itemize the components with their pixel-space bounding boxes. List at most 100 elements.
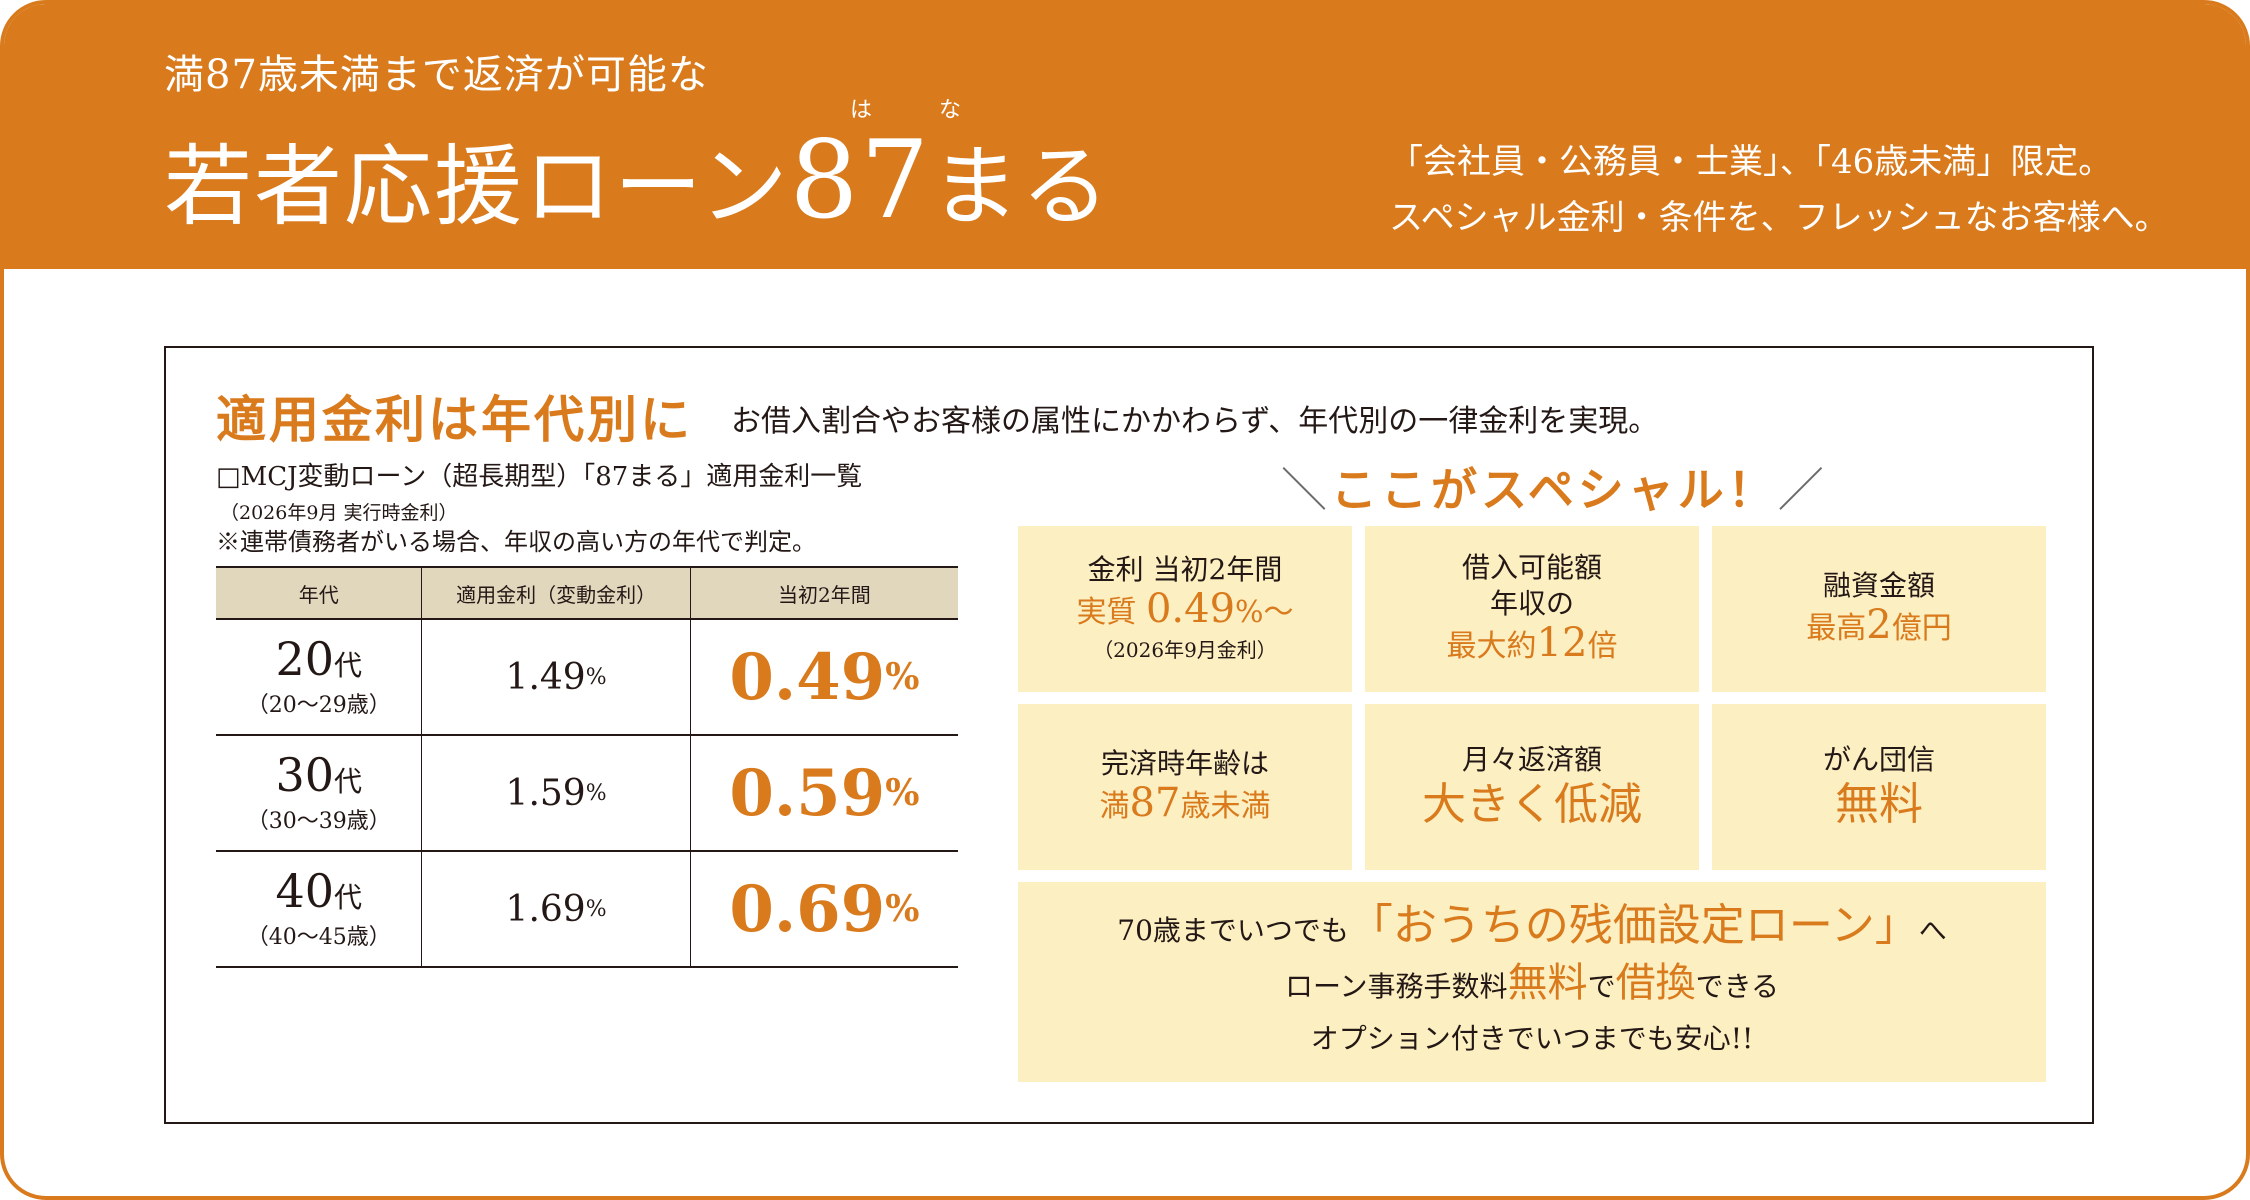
variable-rate: 1.59 (505, 772, 586, 814)
age-number: 40 (275, 863, 334, 918)
rate-table: 年代 適用金利（変動金利） 当初2年間 20代 （20〜29歳） 1.49% 0… (216, 566, 958, 968)
feature-label: 借入可能額 (1461, 551, 1602, 584)
feature-box-rate: 金利 当初2年間 実質 0.49%〜 （2026年9月金利） (1018, 526, 1352, 692)
initial-rate-cell: 0.49% (691, 620, 958, 734)
feature-suffix: %〜 (1235, 595, 1294, 630)
feature-suffix: 億円 (1891, 611, 1952, 646)
joint-debtor-note: ※連帯債務者がいる場合、年収の高い方の年代で判定。 (216, 528, 816, 556)
percent-sign: % (585, 664, 607, 690)
rate-date-note: （2026年9月 実行時金利） (220, 502, 458, 524)
refinance-text: で (1587, 969, 1616, 1003)
refinance-line-2: ローン事務手数料無料で借換できる (1285, 957, 1779, 1013)
content-panel: 適用金利は年代別に お借入割合やお客様の属性にかかわらず、年代別の一律金利を実現… (164, 346, 2094, 1124)
age-unit: 代 (333, 648, 362, 682)
age-cell: 30代 （30〜39歳） (216, 736, 423, 850)
feature-prefix: 満 (1099, 789, 1130, 824)
feature-label: 年収の (1489, 587, 1574, 620)
variable-rate: 1.49 (505, 656, 586, 698)
initial-rate-cell: 0.59% (691, 736, 958, 850)
feature-number: 12 (1536, 620, 1588, 666)
feature-label: 月々返済額 (1461, 743, 1602, 776)
pre-title: 満87歳未満まで返済が可能な (164, 52, 709, 98)
title-number: 87 (789, 118, 932, 243)
feature-box-cancer: がん団信 無料 (1712, 704, 2046, 870)
age-range: （20〜29歳） (246, 692, 391, 718)
refinance-highlight: 「おうちの残価設定ローン」 (1348, 899, 1919, 951)
feature-value: 実質 0.49%〜 (1076, 588, 1293, 634)
header-initial-rate: 当初2年間 (777, 582, 871, 607)
special-features-grid: 金利 当初2年間 実質 0.49%〜 （2026年9月金利） 借入可能額 年収の… (1018, 526, 2046, 1082)
feature-box-borrow: 借入可能額 年収の 最大約12倍 (1365, 526, 1699, 692)
percent-sign: % (885, 656, 920, 698)
feature-prefix: 実質 (1076, 595, 1146, 630)
tagline-line-2: スペシャル金利・条件を、フレッシュなお客様へ。 (1389, 198, 2169, 238)
age-range: （40〜45歳） (246, 924, 391, 950)
feature-value: 最大約12倍 (1447, 622, 1618, 668)
ruby-ha: は (850, 98, 873, 123)
age-cell: 20代 （20〜29歳） (216, 620, 423, 734)
table-row: 30代 （30〜39歳） 1.59% 0.59% (216, 736, 958, 852)
special-heading: ＼ここがスペシャル！／ (1281, 454, 1828, 520)
refinance-line-1: 70歳までいつでも「おうちの残価設定ローン」へ (1117, 900, 1946, 957)
initial-rate: 0.49 (729, 639, 886, 715)
header-variable-rate: 適用金利（変動金利） (422, 568, 691, 618)
variable-rate-cell: 1.49% (422, 620, 691, 734)
percent-sign: % (885, 888, 920, 930)
header-band: 満87歳未満まで返済が可能な は な 若者応援ローン87まる 「会社員・公務員・… (4, 4, 2246, 269)
rate-list-title: □MCJ変動ローン（超長期型）「87まる」適用金利一覧 (216, 462, 863, 492)
refinance-highlight: 借換 (1615, 959, 1696, 1006)
feature-value: 最高2億円 (1806, 604, 1951, 650)
feature-box-age: 完済時年齢は 満87歳未満 (1018, 704, 1352, 870)
initial-rate-cell: 0.69% (691, 852, 958, 966)
feature-label: がん団信 (1822, 743, 1935, 776)
feature-label: 金利 当初2年間 (1087, 553, 1283, 586)
table-row: 40代 （40〜45歳） 1.69% 0.69% (216, 852, 958, 968)
variable-rate: 1.69 (505, 888, 586, 930)
age-unit: 代 (333, 880, 362, 914)
feature-number: 87 (1129, 780, 1181, 826)
age-cell: 40代 （40〜45歳） (216, 852, 423, 966)
section-description: お借入割合やお客様の属性にかかわらず、年代別の一律金利を実現。 (731, 404, 1659, 439)
age-number: 20 (275, 631, 334, 686)
variable-rate-cell: 1.59% (422, 736, 691, 850)
special-title: ここがスペシャル！ (1331, 463, 1778, 517)
initial-rate: 0.59 (729, 755, 886, 831)
feature-number: 0.49 (1145, 586, 1236, 632)
age-range: （30〜39歳） (246, 808, 391, 834)
header-age: 年代 (216, 568, 423, 618)
slash-right: ／ (1777, 463, 1828, 517)
refinance-text: 70歳までいつでも (1117, 913, 1349, 947)
title-main: 若者応援ローン (164, 135, 790, 238)
percent-sign: % (585, 896, 607, 922)
feature-suffix: 歳未満 (1180, 789, 1271, 824)
feature-box-loan-amount: 融資金額 最高2億円 (1712, 526, 2046, 692)
main-title: 若者応援ローン87まる (164, 116, 1111, 243)
refinance-text: できる (1695, 969, 1780, 1003)
initial-rate: 0.69 (729, 871, 886, 947)
title-tail: まる (931, 135, 1112, 238)
feature-prefix: 最大約 (1446, 629, 1537, 664)
refinance-text: ローン事務手数料 (1284, 969, 1508, 1003)
percent-sign: % (885, 772, 920, 814)
age-number: 30 (275, 747, 334, 802)
feature-value: 無料 (1835, 779, 1923, 830)
table-header: 年代 適用金利（変動金利） 当初2年間 (216, 566, 958, 620)
feature-box-refinance: 70歳までいつでも「おうちの残価設定ローン」へ ローン事務手数料無料で借換できる… (1018, 882, 2046, 1082)
slash-left: ＼ (1281, 463, 1331, 517)
variable-rate-cell: 1.69% (422, 852, 691, 966)
tagline: 「会社員・公務員・士業」、「46歳未満」限定。 スペシャル金利・条件を、フレッシ… (1389, 134, 2169, 246)
table-row: 20代 （20〜29歳） 1.49% 0.49% (216, 620, 958, 736)
feature-label: 融資金額 (1822, 569, 1935, 602)
refinance-line-3: オプション付きでいつまでも安心!! (1310, 1021, 1754, 1055)
feature-suffix: 倍 (1587, 629, 1618, 664)
refinance-highlight: 無料 (1507, 959, 1588, 1006)
feature-value: 満87歳未満 (1100, 782, 1271, 828)
age-unit: 代 (333, 764, 362, 798)
feature-prefix: 最高 (1806, 611, 1867, 646)
feature-value: 大きく低減 (1422, 779, 1642, 830)
feature-box-monthly: 月々返済額 大きく低減 (1365, 704, 1699, 870)
feature-note: （2026年9月金利） (1093, 638, 1277, 662)
refinance-text: へ (1918, 913, 1947, 947)
feature-label: 完済時年齢は (1100, 747, 1269, 780)
